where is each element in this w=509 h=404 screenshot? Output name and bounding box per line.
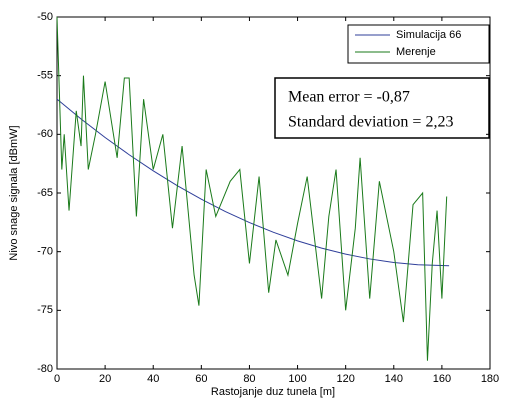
series-line	[56, 98, 450, 267]
series-line	[56, 16, 448, 361]
legend-label: Merenje	[396, 46, 436, 58]
x-tick-label: 60	[195, 373, 207, 385]
x-tick-label: 20	[99, 373, 111, 385]
x-tick-label: 120	[336, 373, 354, 385]
annotation: Mean error = -0,87	[288, 89, 410, 106]
annotation-box	[274, 77, 490, 139]
y-axis-label: Nivo snage signala [dBmW]	[8, 125, 20, 260]
y-tick-label: -60	[37, 128, 53, 140]
x-tick-label: 40	[147, 373, 159, 385]
x-tick-label: 140	[385, 373, 403, 385]
y-tick-label: -70	[37, 246, 53, 258]
legend-label: Simulacija 66	[396, 29, 461, 41]
x-tick-label: 100	[288, 373, 306, 385]
x-tick-label: 0	[54, 373, 60, 385]
x-tick-label: 180	[481, 373, 499, 385]
x-tick-label: 80	[243, 373, 255, 385]
y-tick-label: -75	[37, 304, 53, 316]
y-tick-label: -50	[37, 11, 53, 23]
y-tick-label: -80	[37, 363, 53, 375]
x-axis-label: Rastojanje duz tunela [m]	[211, 386, 335, 398]
y-tick-label: -55	[37, 70, 53, 82]
x-tick-label: 160	[433, 373, 451, 385]
plot-area	[56, 16, 491, 370]
annotation: Standard deviation = 2,23	[288, 114, 453, 131]
legend	[347, 24, 490, 64]
y-tick-label: -65	[37, 187, 53, 199]
